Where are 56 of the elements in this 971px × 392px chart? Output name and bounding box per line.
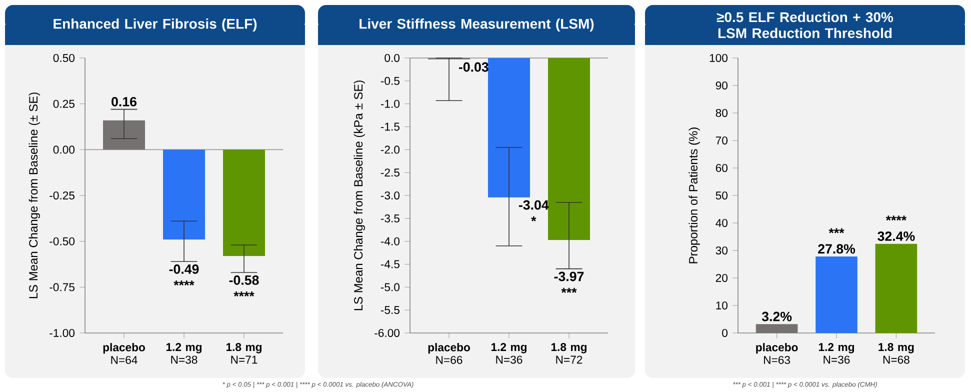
y-tick-label: -4.5 bbox=[380, 260, 400, 268]
x-tick-label: 1.2 mg N=36 bbox=[491, 343, 527, 364]
y-tick-label: -4.0 bbox=[380, 237, 400, 246]
chart-title: ≥0.5 ELF Reduction + 30% LSM Reduction Threshold bbox=[716, 12, 894, 38]
y-axis-title: LS Mean Change from Baseline (kPa ± SE) bbox=[354, 80, 365, 310]
y-tick-label: 40 bbox=[716, 218, 728, 227]
y-tick-label: 90 bbox=[716, 81, 728, 90]
y-tick-label: 50 bbox=[716, 191, 728, 200]
y-tick-label: -0.25 bbox=[50, 191, 74, 200]
y-tick-label: -3.5 bbox=[380, 214, 400, 222]
x-tick-label: placebo N=63 bbox=[756, 343, 798, 364]
y-tick-label: 80 bbox=[716, 108, 728, 117]
chart-title: Enhanced Liver Fibrosis (ELF) bbox=[54, 18, 257, 32]
y-tick-label: -2.0 bbox=[380, 146, 400, 154]
y-tick-label: 0.0 bbox=[384, 54, 400, 62]
y-tick-label: -1.0 bbox=[380, 100, 400, 108]
y-tick-label: -6.00 bbox=[374, 328, 400, 337]
y-tick-label: -0.5 bbox=[380, 76, 400, 85]
x-tick-label: 1.8 mg N=68 bbox=[878, 343, 914, 364]
y-tick-label: 0.00 bbox=[53, 146, 75, 154]
x-tick-label: 1.8 mg N=72 bbox=[551, 343, 587, 364]
y-tick-label: 10 bbox=[716, 301, 728, 310]
y-tick-label: 0 bbox=[722, 328, 728, 337]
y-axis-title: LS Mean Change from Baseline (± SE) bbox=[28, 92, 40, 298]
data-label: *** 27.8% bbox=[818, 228, 856, 254]
y-tick-label: 70 bbox=[716, 136, 728, 144]
y-tick-label: 0.25 bbox=[53, 100, 74, 108]
x-tick-label: 1.8 mg N=71 bbox=[226, 343, 262, 364]
x-tick-label: 1.2 mg N=38 bbox=[166, 343, 202, 364]
y-tick-label: -1.00 bbox=[50, 328, 75, 337]
x-tick-label: placebo N=64 bbox=[103, 343, 145, 364]
y-tick-label: -3.0 bbox=[380, 191, 400, 200]
data-label: -0.58 **** bbox=[229, 275, 259, 297]
data-label: **** 32.4% bbox=[878, 216, 915, 241]
y-tick-label: 100 bbox=[710, 54, 728, 62]
data-label: -3.97 *** bbox=[554, 272, 584, 293]
y-tick-label: -0.50 bbox=[50, 237, 75, 246]
y-tick-label: -0.75 bbox=[50, 283, 74, 292]
y-tick-label: 60 bbox=[716, 164, 728, 172]
x-tick-label: placebo N=66 bbox=[428, 343, 470, 364]
y-tick-label: 0.50 bbox=[53, 54, 75, 62]
y-tick-label: -5.5 bbox=[380, 306, 400, 314]
y-tick-label: -1.5 bbox=[380, 122, 400, 131]
y-tick-label: 30 bbox=[716, 246, 728, 254]
data-label: -0.49 **** bbox=[169, 264, 199, 286]
chart-title: Liver Stiffness Measurement (LSM) bbox=[360, 18, 594, 32]
bar bbox=[816, 256, 858, 333]
bar bbox=[875, 244, 918, 333]
y-tick-label: -2.5 bbox=[380, 168, 400, 177]
y-axis-title: Proportion of Patients (%) bbox=[688, 128, 700, 264]
data-label: 3.2% bbox=[762, 312, 792, 322]
bar bbox=[756, 324, 798, 333]
y-tick-label: 20 bbox=[716, 274, 728, 282]
y-tick-label: -5.0 bbox=[380, 283, 400, 292]
data-label: 0.16 bbox=[112, 96, 137, 106]
x-tick-label: 1.2 mg N=36 bbox=[818, 343, 854, 364]
